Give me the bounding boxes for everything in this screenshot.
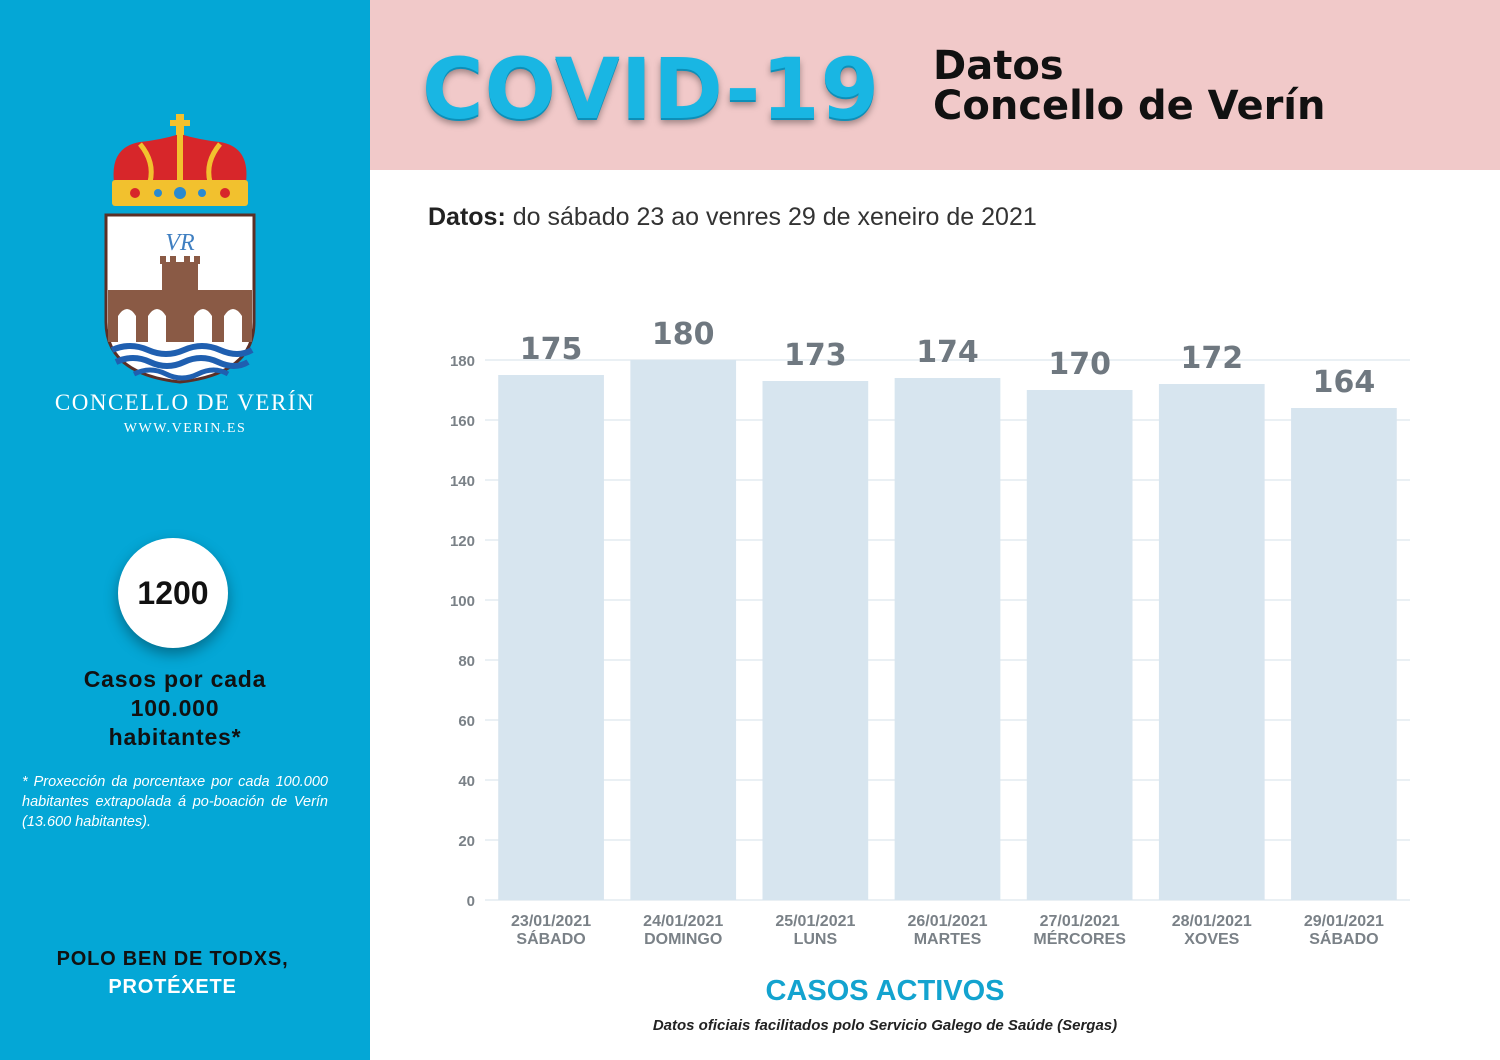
- crest-monogram: VR: [165, 230, 195, 256]
- header-subtitle-line1: Datos: [933, 43, 1064, 89]
- dates-line: Datos: do sábado 23 ao venres 29 de xene…: [428, 203, 1037, 232]
- y-tick-label: 180: [450, 353, 475, 370]
- x-tick-day-label: MARTES: [914, 931, 982, 948]
- y-tick-label: 80: [458, 653, 475, 670]
- x-tick-day-label: XOVES: [1184, 931, 1239, 948]
- x-tick-day-label: SÁBADO: [516, 929, 585, 948]
- bar: [498, 375, 604, 900]
- bar-value-label: 170: [1048, 347, 1111, 382]
- bar-value-label: 174: [916, 335, 979, 370]
- bar: [630, 360, 737, 900]
- slogan: POLO BEN DE TODXS, PROTÉXETE: [0, 945, 345, 1001]
- bar-value-label: 175: [520, 332, 583, 367]
- bar-value-label: 164: [1313, 365, 1376, 400]
- bar: [1291, 408, 1397, 900]
- x-tick-label: 28/01/2021: [1172, 913, 1252, 930]
- x-tick-label: 27/01/2021: [1040, 913, 1120, 930]
- x-tick-label: 26/01/2021: [907, 913, 987, 930]
- bar: [894, 378, 1001, 900]
- page-title: COVID-19: [422, 40, 881, 138]
- x-tick-day-label: LUNS: [794, 931, 838, 948]
- y-tick-label: 140: [450, 473, 475, 490]
- y-tick-label: 20: [458, 833, 475, 850]
- slogan-line2: PROTÉXETE: [108, 976, 237, 998]
- x-tick-day-label: DOMINGO: [644, 931, 722, 948]
- y-tick-label: 120: [450, 533, 475, 550]
- header-subtitle-line2: Concello de Verín: [933, 83, 1326, 129]
- org-website: WWW.VERIN.ES: [123, 421, 247, 436]
- dates-text: do sábado 23 ao venres 29 de xeneiro de …: [512, 203, 1037, 231]
- x-tick-label: 29/01/2021: [1304, 913, 1384, 930]
- coat-of-arms-icon: VR: [104, 114, 256, 384]
- y-tick-label: 160: [450, 413, 475, 430]
- bar-value-label: 172: [1180, 341, 1243, 376]
- footnote: * Proxección da porcentaxe por cada 100.…: [22, 774, 328, 830]
- rate-label-line2: 100.000: [130, 695, 220, 721]
- bar: [762, 381, 869, 900]
- y-tick-label: 40: [458, 773, 475, 790]
- header: COVID-19 Datos Concello de Verín: [370, 0, 1500, 170]
- rate-label-line3: habitantes*: [108, 724, 242, 750]
- y-tick-label: 100: [450, 593, 475, 610]
- x-tick-day-label: MÉRCORES: [1033, 929, 1126, 948]
- rate-badge: 1200: [118, 538, 228, 648]
- x-tick-label: 25/01/2021: [775, 913, 855, 930]
- org-name: CONCELLO DE VERÍN: [54, 390, 316, 415]
- dates-label: Datos:: [428, 203, 506, 231]
- x-tick-day-label: SÁBADO: [1309, 929, 1378, 948]
- sidebar: VR CONCELLO DE VERÍN WWW.VERIN.ES 1200 C…: [0, 0, 370, 1060]
- y-tick-label: 60: [458, 713, 475, 730]
- y-tick-label: 0: [467, 893, 475, 910]
- chart-title: CASOS ACTIVOS: [765, 975, 1005, 1007]
- header-subtitle: Datos Concello de Verín: [933, 46, 1325, 126]
- rate-label: Casos por cada 100.000 habitantes*: [0, 665, 350, 752]
- x-tick-label: 23/01/2021: [511, 913, 591, 930]
- bar-value-label: 173: [784, 338, 847, 373]
- rate-label-line1: Casos por cada: [83, 666, 267, 692]
- bar: [1158, 384, 1265, 900]
- rate-value: 1200: [137, 574, 209, 611]
- slogan-line1: POLO BEN DE TODXS,: [56, 948, 289, 970]
- bar: [1026, 390, 1133, 900]
- bar-value-label: 180: [652, 317, 715, 352]
- x-tick-label: 24/01/2021: [643, 913, 723, 930]
- source-note: Datos oficiais facilitados polo Servicio…: [652, 1017, 1118, 1034]
